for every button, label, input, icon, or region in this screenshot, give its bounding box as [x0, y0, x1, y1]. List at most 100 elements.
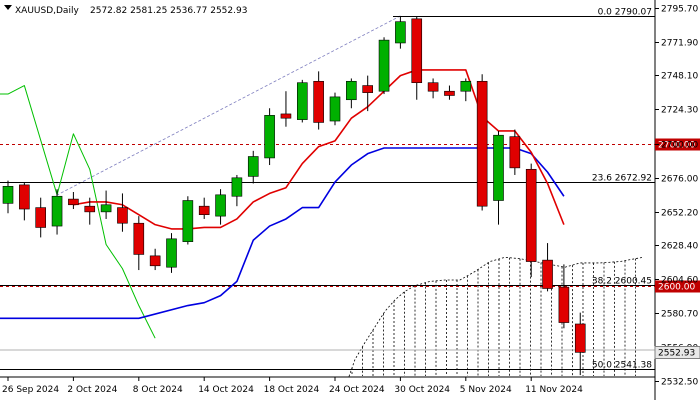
price-axis: 2795.70 2771.90 2748.10 2724.30 2700.00 2676.… [654, 5, 700, 388]
chart-symbol: XAUUSD,Daily [15, 6, 79, 16]
last-price-tag [654, 346, 700, 359]
price-tick-label: 2580.70 [661, 310, 698, 320]
candle-body [166, 238, 177, 268]
candle-body [329, 96, 341, 122]
candle[interactable] [149, 248, 161, 271]
candle[interactable] [133, 216, 145, 271]
candle[interactable] [280, 91, 292, 127]
grid-layer [51, 15, 401, 199]
fib-level-label: 0.0 2790.07 [598, 8, 652, 18]
candle[interactable] [2, 180, 14, 214]
candle[interactable] [166, 233, 177, 273]
candle-body [117, 207, 128, 224]
last-price-tag-label: 2552.93 [658, 349, 695, 359]
candle-body [2, 186, 14, 204]
candle-body [460, 80, 472, 92]
candle-body [100, 204, 112, 213]
candle[interactable] [395, 16, 406, 49]
price-level-tag-label: 2700.00 [658, 141, 695, 151]
price-tick-label: 2628.40 [661, 242, 698, 252]
fib-level-label: 38.2 2600.45 [592, 277, 652, 287]
price-tick-label: 2724.30 [661, 106, 698, 116]
candle[interactable] [509, 129, 521, 175]
candle[interactable] [247, 150, 259, 184]
candle[interactable] [460, 78, 472, 102]
candle-body [198, 205, 210, 216]
candle[interactable] [329, 92, 341, 126]
candle-body [19, 184, 30, 210]
candle[interactable] [117, 193, 128, 232]
candle-body [149, 255, 161, 267]
chart-ohlc: 2572.82 2581.25 2536.77 2552.93 [90, 6, 247, 16]
time-tick-label: 30 Oct 2024 [394, 385, 450, 395]
time-tick-label: 18 Oct 2024 [264, 385, 320, 395]
candle-body [35, 207, 47, 228]
candle[interactable] [35, 197, 47, 238]
time-axis: 26 Sep 2024 2 Oct 2024 8 Oct 2024 14 Oct 20… [2, 377, 583, 395]
fib-level-label: 23.6 2672.92 [592, 174, 652, 184]
candle[interactable] [444, 85, 455, 100]
price-tick-label: 2604.60 [661, 276, 698, 286]
candle[interactable] [68, 191, 79, 210]
candle[interactable] [198, 197, 210, 219]
candle[interactable] [493, 130, 504, 225]
price-level-tag [655, 138, 700, 151]
horizontal-levels: 0.0 2790.07 23.6 2672.92 38.2 2600.45 50.0 … [0, 8, 700, 371]
candle-body [574, 323, 586, 353]
candle-body [525, 168, 537, 262]
candle-body [411, 18, 423, 84]
candle[interactable] [378, 37, 390, 95]
candle-body [444, 90, 455, 96]
candle-body [231, 177, 243, 197]
candle-body [280, 113, 292, 119]
candle[interactable] [51, 189, 63, 235]
candle[interactable] [182, 196, 194, 245]
candle[interactable] [19, 182, 30, 221]
candle-body [313, 80, 324, 123]
trend-line [51, 15, 401, 199]
candle[interactable] [100, 190, 112, 219]
candle-body [296, 82, 308, 120]
candles[interactable] [2, 16, 586, 376]
collapse-arrow-icon[interactable] [4, 5, 12, 10]
candle-body [395, 21, 406, 44]
price-tick-label: 2700.00 [661, 141, 698, 151]
candle-body [264, 115, 275, 159]
candle-body [346, 80, 357, 101]
price-tick-label: 2532.50 [661, 378, 698, 388]
candle-body [84, 205, 96, 213]
candle[interactable] [574, 312, 586, 376]
time-tick-label: 26 Sep 2024 [2, 385, 59, 395]
candle[interactable] [362, 75, 374, 112]
candle[interactable] [215, 189, 226, 225]
candle-body [362, 85, 374, 93]
candle-body [215, 194, 226, 217]
cloud-upper-boundary [348, 256, 644, 377]
time-tick-label: 14 Oct 2024 [198, 385, 254, 395]
candle[interactable] [558, 264, 570, 329]
candle-body [542, 259, 553, 289]
candle[interactable] [411, 16, 423, 100]
price-tick-label: 2652.20 [661, 209, 698, 219]
candle-body [51, 195, 63, 227]
candle[interactable] [525, 163, 537, 278]
time-tick-label: 11 Nov 2024 [525, 385, 583, 395]
price-tick-label: 2748.10 [661, 72, 698, 82]
candle[interactable] [264, 108, 275, 166]
candle[interactable] [542, 243, 553, 292]
candle-body [68, 198, 79, 206]
candle[interactable] [476, 74, 488, 211]
candle-body [509, 136, 521, 169]
candle[interactable] [313, 71, 324, 130]
candle[interactable] [84, 197, 96, 225]
candle[interactable] [296, 79, 308, 123]
candle[interactable] [231, 174, 243, 207]
price-level-tag [655, 280, 700, 293]
price-tick-label: 2771.90 [661, 39, 698, 49]
candle-body [427, 82, 439, 92]
candle[interactable] [346, 78, 357, 109]
candle[interactable] [427, 78, 439, 99]
ichimoku-cloud [348, 256, 644, 377]
